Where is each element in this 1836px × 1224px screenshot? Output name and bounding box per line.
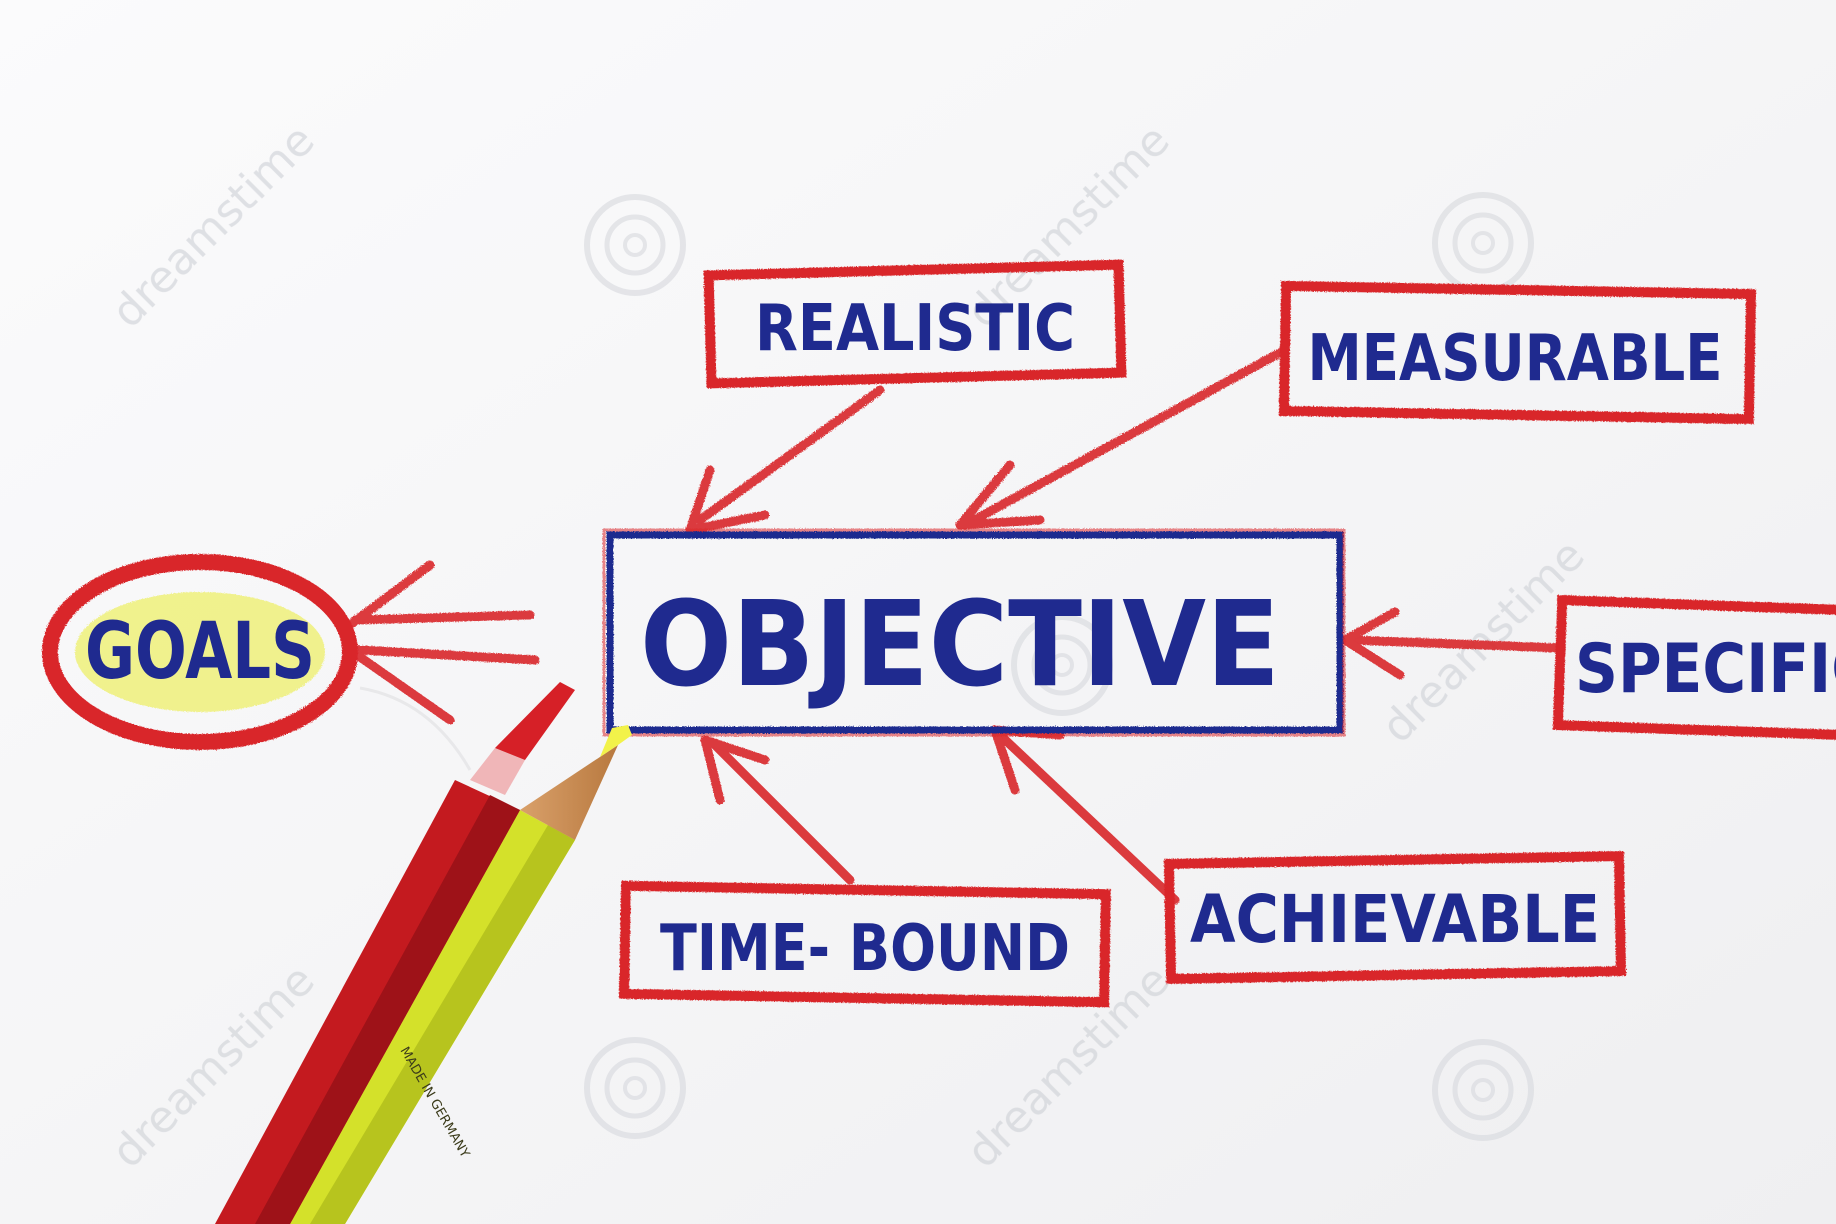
arrow-achievable-to-objective	[995, 730, 1180, 905]
measurable-node: MEASURABLE	[1278, 280, 1757, 425]
objective-box-red-trace	[602, 528, 1346, 737]
goals-label: GOALS	[85, 607, 315, 697]
watermark-swirl-icon	[1432, 1039, 1534, 1141]
objective-node: OBJECTIVE	[602, 528, 1346, 737]
realistic-label: REALISTIC	[755, 292, 1075, 366]
arrow-objective-to-goals	[350, 610, 535, 625]
realistic-node: REALISTIC	[703, 259, 1127, 389]
specific-label: SPECIFIC	[1575, 630, 1836, 709]
watermark-swirl-icon	[1011, 614, 1113, 716]
watermark-swirl-icon	[584, 194, 686, 296]
arrow-head	[700, 735, 770, 805]
arrow-specific-to-objective	[1345, 635, 1565, 653]
red-pencil-paper-wrap	[470, 748, 525, 795]
specific-node: SPECIFIC	[1552, 594, 1836, 742]
red-pencil-lead	[495, 682, 575, 760]
arrow-realistic-to-objective	[695, 385, 885, 525]
yellow-pencil-wood	[520, 745, 618, 840]
watermark-swirl-icon	[584, 1037, 686, 1139]
yellow-pencil-shade	[310, 825, 575, 1224]
time-bound-box	[619, 880, 1111, 1008]
arrow-head	[955, 460, 1045, 530]
measurable-box	[1278, 280, 1757, 425]
objective-label: OBJECTIVE	[640, 575, 1280, 713]
arrow-objective-to-goals	[355, 645, 540, 665]
arrow-head	[1340, 607, 1405, 680]
arrow-time-bound-to-objective	[710, 740, 855, 885]
achievable-node: ACHIEVABLE	[1163, 850, 1627, 985]
achievable-label: ACHIEVABLE	[1190, 881, 1600, 958]
objective-box	[606, 531, 1344, 734]
goals-outline	[42, 554, 358, 750]
realistic-box	[703, 259, 1127, 389]
time-bound-label: TIME- BOUND	[660, 912, 1070, 986]
red-pencil-shade	[255, 795, 520, 1224]
string-line	[359, 686, 472, 771]
arrow-head	[345, 560, 455, 725]
arrow-head	[685, 465, 770, 535]
goals-node: GOALS	[42, 554, 358, 750]
arrow-measurable-to-objective	[960, 345, 1290, 530]
yellow-pencil-tip	[600, 725, 632, 757]
connector-arrows	[345, 345, 1565, 905]
measurable-label: MEASURABLE	[1308, 322, 1723, 396]
time-bound-node: TIME- BOUND	[619, 880, 1111, 1008]
specific-box	[1552, 594, 1836, 742]
achievable-box	[1163, 850, 1627, 985]
goals-highlight	[75, 592, 325, 712]
red-pencil-icon	[215, 682, 575, 1224]
